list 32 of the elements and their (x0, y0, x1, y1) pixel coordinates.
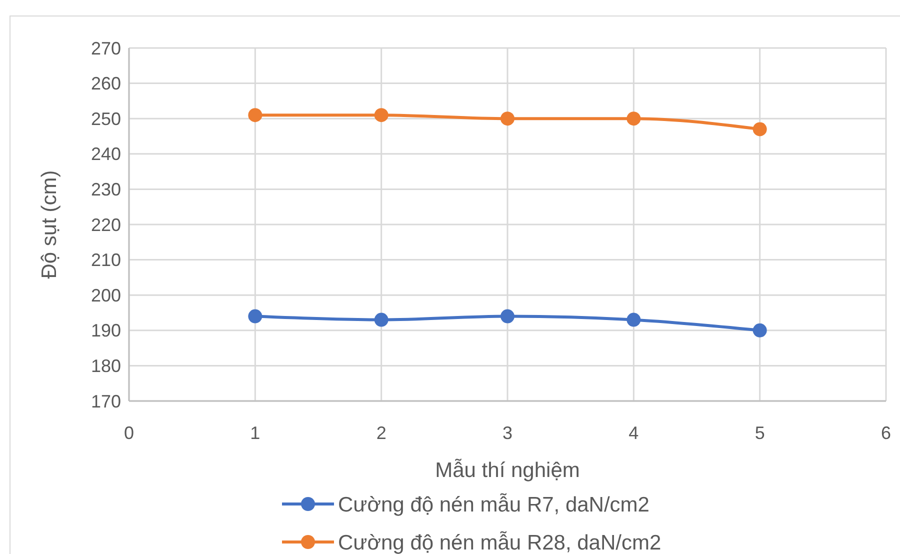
legend-label: Cường độ nén mẫu R28, daN/cm2 (338, 530, 662, 554)
x-tick-label: 6 (880, 423, 892, 443)
y-tick-label: 250 (90, 108, 121, 129)
y-tick-label: 220 (90, 214, 121, 235)
x-tick-label: 0 (124, 423, 134, 443)
x-axis-title: Mẫu thí nghiệm (435, 458, 580, 482)
y-tick-label: 170 (90, 391, 121, 412)
point (374, 108, 388, 122)
point (752, 122, 767, 136)
legend-label: Cường độ nén mẫu R7, daN/cm2 (338, 492, 650, 516)
point (500, 309, 514, 324)
y-tick-label: 190 (90, 320, 121, 341)
point (626, 112, 641, 126)
x-tick-label: 2 (376, 423, 386, 443)
y-tick-label: 210 (90, 250, 121, 270)
y-axis-title: Độ sụt (cm) (38, 170, 61, 279)
x-tick-label: 3 (502, 423, 513, 443)
y-tick-label: 230 (90, 180, 121, 200)
y-tick-label: 180 (90, 356, 121, 376)
point (626, 312, 641, 327)
point (752, 323, 767, 338)
x-tick-label: 4 (628, 423, 639, 443)
y-tick-label: 260 (90, 74, 121, 94)
point (248, 108, 262, 122)
point (374, 312, 388, 327)
x-tick-label: 1 (250, 423, 260, 443)
point (248, 309, 262, 324)
y-tick-label: 200 (90, 285, 121, 306)
y-tick-label: 240 (90, 144, 121, 164)
y-tick-label: 270 (90, 38, 121, 58)
x-tick-label: 5 (754, 423, 765, 443)
point (500, 112, 514, 126)
